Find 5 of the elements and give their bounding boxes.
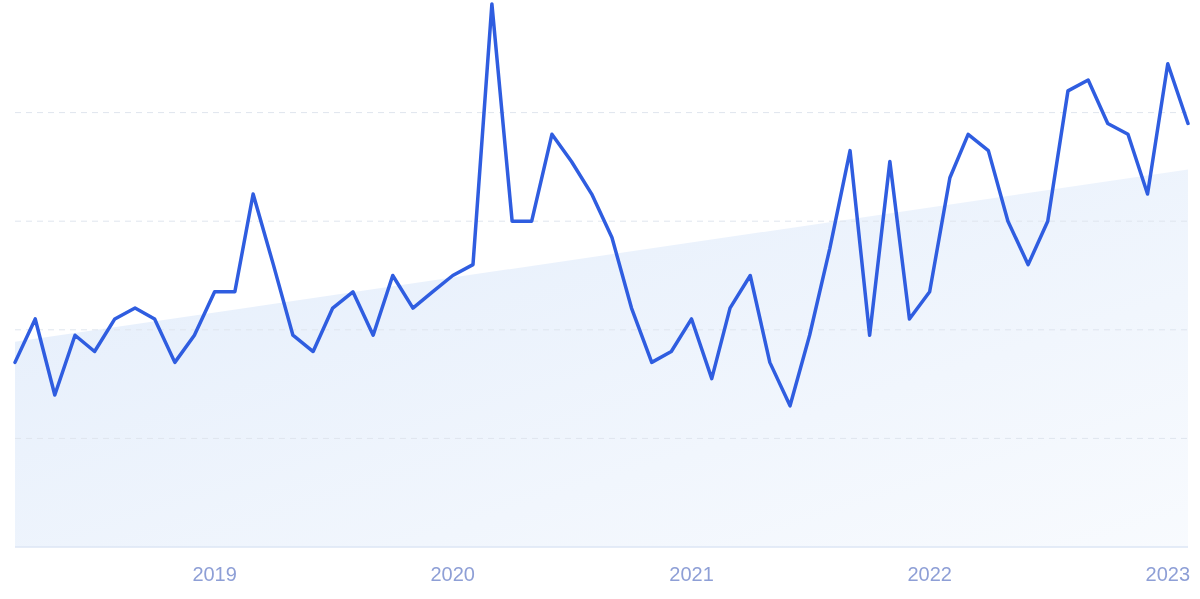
x-tick-label: 2020: [430, 563, 475, 585]
x-tick-label: 2021: [669, 563, 714, 585]
x-tick-label: 2023: [1145, 563, 1191, 585]
x-tick-label: 2019: [192, 563, 237, 585]
x-tick-label: 2022: [907, 563, 952, 585]
